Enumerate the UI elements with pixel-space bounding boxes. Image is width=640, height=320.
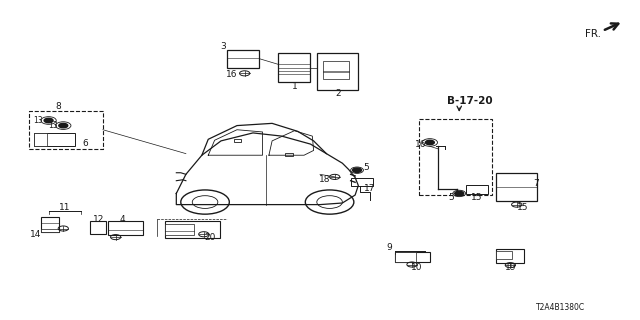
Bar xyxy=(34,133,47,146)
Bar xyxy=(396,252,431,262)
Bar xyxy=(234,139,241,142)
Text: 1: 1 xyxy=(292,82,298,91)
Bar xyxy=(29,111,103,149)
Bar xyxy=(495,173,537,201)
Bar xyxy=(278,53,310,82)
Bar xyxy=(466,185,488,194)
Text: 17: 17 xyxy=(364,184,376,193)
Text: 15: 15 xyxy=(517,203,529,212)
Bar xyxy=(166,224,194,235)
Bar xyxy=(41,217,59,232)
Circle shape xyxy=(353,168,362,172)
Text: 5: 5 xyxy=(449,193,454,202)
Circle shape xyxy=(455,191,464,196)
Text: T2A4B1380C: T2A4B1380C xyxy=(536,303,585,312)
Circle shape xyxy=(426,140,435,145)
Text: 12: 12 xyxy=(93,215,104,224)
Bar xyxy=(108,220,143,235)
Bar xyxy=(90,221,106,234)
Bar xyxy=(41,228,59,232)
Text: 7: 7 xyxy=(533,180,539,188)
Bar xyxy=(419,119,492,195)
Text: 8: 8 xyxy=(55,102,61,111)
Text: 3: 3 xyxy=(220,42,226,52)
Bar xyxy=(227,50,259,68)
Text: 18: 18 xyxy=(319,175,331,184)
Text: 4: 4 xyxy=(119,215,125,224)
Text: 16: 16 xyxy=(226,70,237,79)
Bar xyxy=(495,249,524,263)
Text: 10: 10 xyxy=(412,262,423,272)
Text: 13: 13 xyxy=(33,116,43,125)
Text: B-17-20: B-17-20 xyxy=(447,96,493,106)
Text: 11: 11 xyxy=(59,203,70,212)
Circle shape xyxy=(44,118,53,123)
Text: 5: 5 xyxy=(363,163,369,172)
Bar xyxy=(166,220,220,238)
Text: 2: 2 xyxy=(335,89,340,98)
Bar xyxy=(34,133,76,146)
Text: 13: 13 xyxy=(48,121,58,130)
Bar xyxy=(396,252,416,262)
Text: 9: 9 xyxy=(386,244,392,252)
Bar xyxy=(495,251,511,259)
Text: 20: 20 xyxy=(204,233,216,242)
Bar xyxy=(317,53,358,90)
Bar xyxy=(323,61,349,79)
Text: FR.: FR. xyxy=(586,29,602,39)
Circle shape xyxy=(59,123,68,128)
Text: 14: 14 xyxy=(30,230,42,239)
Text: 19: 19 xyxy=(504,263,516,272)
Bar xyxy=(351,178,373,186)
Text: 6: 6 xyxy=(82,139,88,148)
Text: 16: 16 xyxy=(415,140,426,149)
Text: 15: 15 xyxy=(470,193,482,202)
Bar xyxy=(285,153,292,156)
